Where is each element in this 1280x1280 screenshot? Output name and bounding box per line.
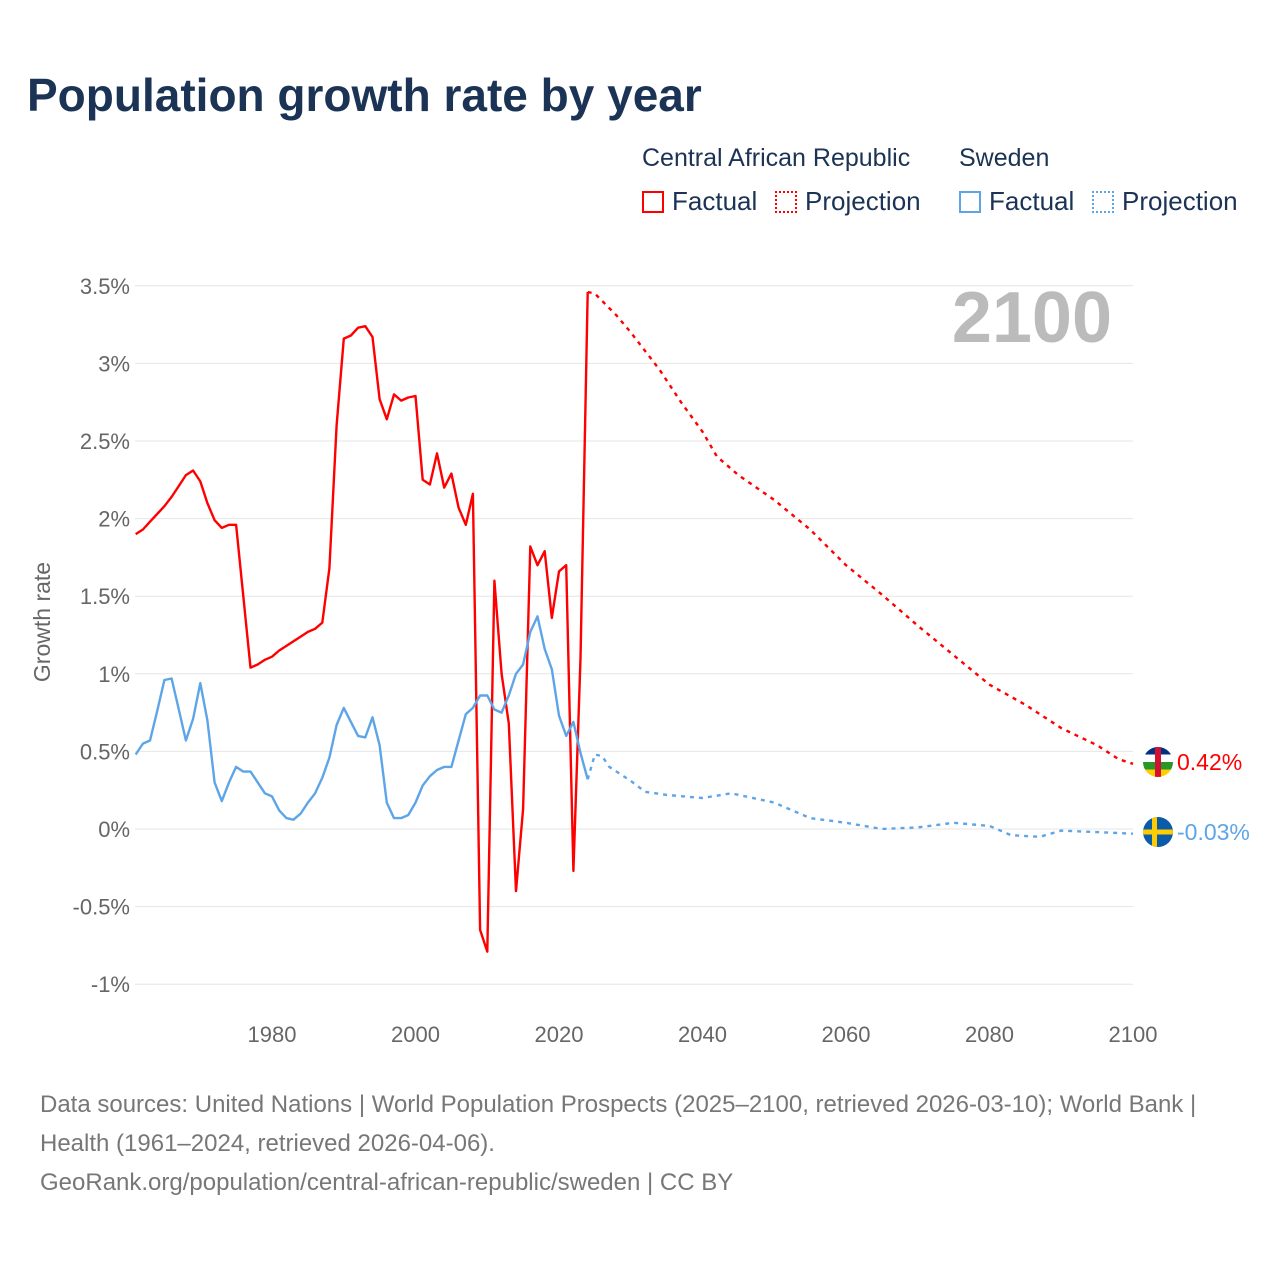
x-tick-label: 2100 [1109, 1022, 1158, 1047]
source-link[interactable]: GeoRank.org/population/central-african-r… [40, 1169, 734, 1196]
y-tick-label: 1% [98, 662, 130, 687]
legend-car-factual[interactable]: Factual [642, 186, 757, 217]
y-tick-label: 2.5% [80, 429, 130, 454]
legend-group-car: Central African Republic [642, 144, 911, 172]
swatch-solid-icon [959, 190, 981, 213]
y-tick-label: 2% [98, 507, 130, 532]
swatch-dotted-icon [1092, 190, 1114, 213]
y-tick-label: 3% [98, 351, 130, 376]
legend-label: Projection [1122, 186, 1238, 216]
chart-title: Population growth rate by year [27, 69, 702, 121]
legend-car-projection[interactable]: Projection [775, 186, 921, 217]
y-tick-label: 0.5% [80, 739, 130, 764]
y-tick-label: 3.5% [80, 274, 130, 299]
year-watermark: 2100 [952, 278, 1112, 358]
end-value-label: -0.03% [1177, 819, 1250, 845]
y-tick-label: -1% [91, 972, 130, 997]
sweden-factual-line [134, 615, 589, 821]
data-sources: Data sources: United Nations | World Pop… [40, 1091, 1197, 1157]
y-tick-label: 1.5% [80, 584, 130, 609]
y-axis-label: Growth rate [29, 562, 55, 682]
legend-label: Projection [805, 186, 921, 216]
swatch-solid-icon [642, 190, 664, 213]
x-tick-label: 2040 [678, 1022, 727, 1047]
legend-label: Factual [672, 186, 758, 216]
legend-label: Factual [989, 186, 1075, 216]
sweden-projection-line [586, 753, 1134, 838]
flag-body [1143, 817, 1173, 847]
line-chart: 3.5% 3% 2.5% 2% 1.5% 1% 0.5% 0% -0.5% -1% 1980 2000… [29, 274, 1250, 1047]
flag-cross-v [1152, 817, 1157, 847]
car-flag-icon [1143, 747, 1173, 777]
legend-sweden-projection[interactable]: Projection [1092, 186, 1238, 217]
y-tick-label: 0% [98, 817, 130, 842]
legend-group-sweden: Sweden [959, 144, 1050, 172]
y-tick-label: -0.5% [73, 895, 130, 920]
flag-body [1143, 747, 1173, 777]
x-tick-label: 2080 [965, 1022, 1014, 1047]
sweden-flag-icon [1143, 817, 1173, 847]
car-projection-line [587, 290, 1134, 765]
x-tick-label: 1980 [248, 1022, 297, 1047]
x-tick-label: 2020 [535, 1022, 584, 1047]
x-tick-label: 2000 [391, 1022, 440, 1047]
swatch-dotted-icon [775, 190, 797, 213]
flag-cross-h [1143, 829, 1173, 835]
car-factual-line [135, 291, 589, 953]
x-tick-label: 2060 [822, 1022, 871, 1047]
flag-band [1155, 747, 1161, 777]
end-value-label: 0.42% [1177, 749, 1242, 775]
legend-sweden-factual[interactable]: Factual [959, 186, 1074, 217]
